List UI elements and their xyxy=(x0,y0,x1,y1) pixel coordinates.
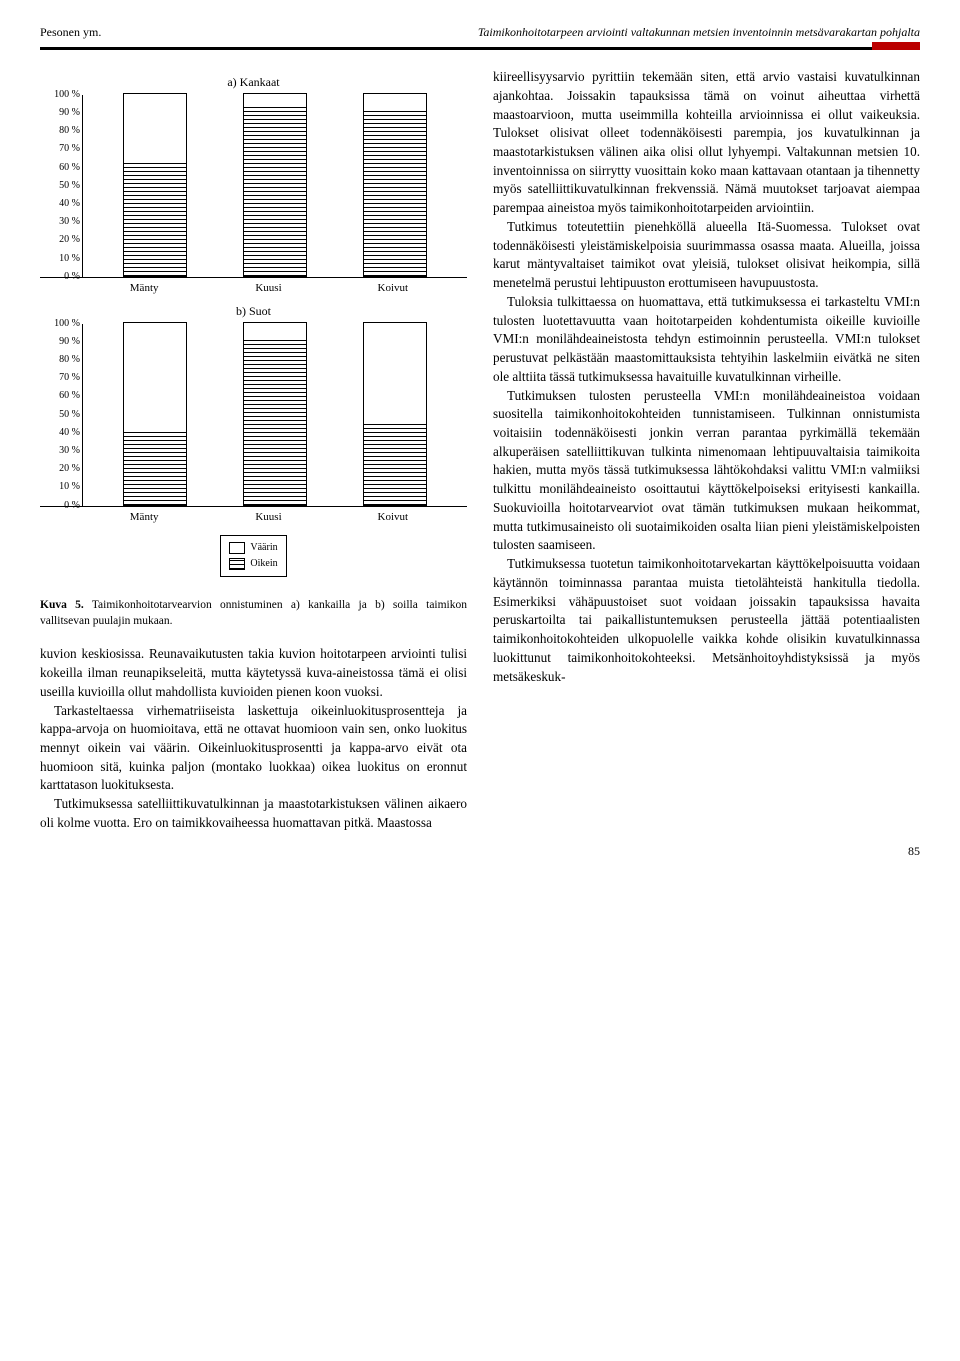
running-header: Pesonen ym. Taimikonhoitotarpeen arvioin… xyxy=(40,24,920,41)
right-column: kiireellisyysarvio pyrittiin tekemään si… xyxy=(493,68,920,833)
bar xyxy=(123,93,187,277)
page-number: 85 xyxy=(40,843,920,860)
bar xyxy=(243,93,307,277)
right-p5: Tutkimuksessa tuotetun taimikonhoitotarv… xyxy=(493,555,920,686)
chart-a-xlabels: MäntyKuusiKoivut xyxy=(40,281,467,297)
chart-a-yaxis: 100 %90 %80 %70 %60 %50 %40 %30 %20 %10 … xyxy=(40,95,82,277)
bar xyxy=(123,322,187,506)
left-p1: kuvion keskiosissa. Reunavaikutusten tak… xyxy=(40,645,467,701)
header-right: Taimikonhoitotarpeen arviointi valtakunn… xyxy=(478,24,920,41)
fig-text: Taimikonhoitotarvearvion onnistuminen a)… xyxy=(40,599,467,627)
right-p2: Tutkimus toteutettiin pienehköllä alueel… xyxy=(493,218,920,293)
swatch-right xyxy=(229,558,245,570)
bar xyxy=(363,93,427,277)
figure-caption: Kuva 5. Taimikonhoitotarvearvion onnistu… xyxy=(40,597,467,630)
swatch-wrong xyxy=(229,542,245,554)
chart-b-title: b) Suot xyxy=(40,303,467,320)
fig-label: Kuva 5. xyxy=(40,599,84,611)
legend-wrong: Väärin xyxy=(250,541,277,555)
bar xyxy=(243,322,307,506)
chart-a: 100 %90 %80 %70 %60 %50 %40 %30 %20 %10 … xyxy=(40,95,467,278)
legend: Väärin Oikein xyxy=(220,535,286,576)
chart-b-plot xyxy=(82,324,467,506)
chart-b-yaxis: 100 %90 %80 %70 %60 %50 %40 %30 %20 %10 … xyxy=(40,324,82,506)
header-rule xyxy=(40,47,920,50)
left-p3: Tutkimuksessa satelliittikuvatulkinnan j… xyxy=(40,795,467,832)
left-column: a) Kankaat 100 %90 %80 %70 %60 %50 %40 %… xyxy=(40,68,467,833)
chart-b: 100 %90 %80 %70 %60 %50 %40 %30 %20 %10 … xyxy=(40,324,467,507)
chart-a-title: a) Kankaat xyxy=(40,74,467,91)
right-p3: Tuloksia tulkittaessa on huomattava, ett… xyxy=(493,293,920,387)
two-column-layout: a) Kankaat 100 %90 %80 %70 %60 %50 %40 %… xyxy=(40,68,920,833)
legend-right: Oikein xyxy=(250,557,277,571)
legend-wrap: Väärin Oikein xyxy=(40,525,467,588)
chart-a-plot xyxy=(82,95,467,277)
right-p1: kiireellisyysarvio pyrittiin tekemään si… xyxy=(493,68,920,218)
chart-b-xlabels: MäntyKuusiKoivut xyxy=(40,510,467,526)
left-p2: Tarkasteltaessa virhematriiseista lasket… xyxy=(40,702,467,796)
header-left: Pesonen ym. xyxy=(40,24,101,41)
right-p4: Tutkimuksen tulosten perusteella VMI:n m… xyxy=(493,387,920,556)
bar xyxy=(363,322,427,506)
